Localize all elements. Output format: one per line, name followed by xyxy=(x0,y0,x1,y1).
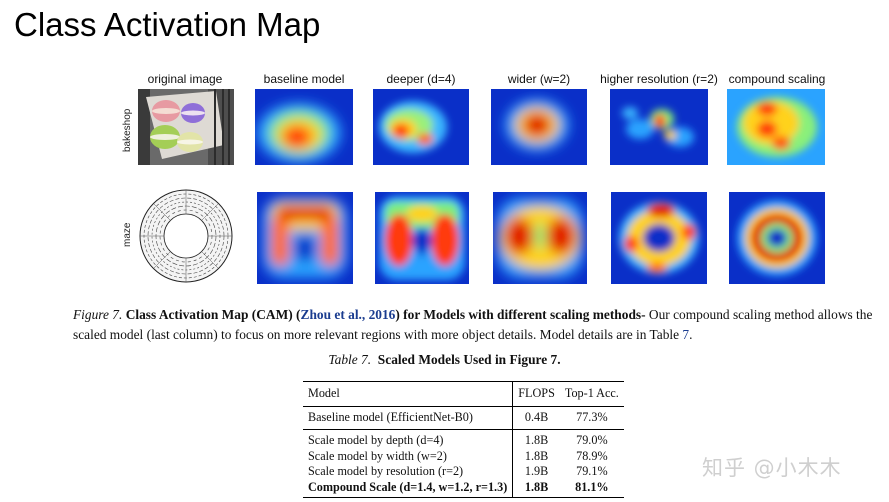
cell-flops: 1.9B xyxy=(512,464,560,480)
bakeshop-cam-deeper xyxy=(373,89,469,165)
column-label-original: original image xyxy=(147,72,223,86)
maze-cam-higher-resolution xyxy=(611,192,707,284)
maze-cam-baseline xyxy=(257,192,353,284)
citation-link[interactable]: Zhou et al., 2016 xyxy=(300,307,396,322)
table-row-baseline: Baseline model (EfficientNet-B0) 0.4B 77… xyxy=(303,406,624,430)
maze-cam-deeper xyxy=(375,192,469,284)
bakeshop-cam-wider xyxy=(491,89,587,165)
maze-cam-compound xyxy=(729,192,825,284)
figure-ref-link[interactable]: 7 xyxy=(550,352,558,367)
row-label-bakeshop: bakeshop xyxy=(122,108,133,152)
caption-bold-suffix: ) for Models with different scaling meth… xyxy=(395,307,646,322)
caption-text: Our compound scaling method allows the s… xyxy=(73,307,873,342)
maze-cam-wider xyxy=(493,192,587,284)
bakeshop-cam-higher-resolution xyxy=(610,89,708,165)
cell-model: Scale model by width (w=2) xyxy=(308,448,447,463)
cell-flops: 0.4B xyxy=(512,406,560,430)
cell-accuracy: 81.1% xyxy=(575,479,609,494)
maze-original-image xyxy=(138,188,234,284)
table-caption-bold: Scaled Models Used in Figure xyxy=(377,352,551,367)
watermark: 知乎 @小木木 xyxy=(702,456,842,480)
table-ref-link[interactable]: 7 xyxy=(682,327,690,342)
scaled-models-table: Model FLOPS Top-1 Acc. Baseline model (E… xyxy=(303,381,624,498)
cell-accuracy: 77.3% xyxy=(559,406,624,430)
table-row: Scale model by width (w=2) 1.8B 78.9% xyxy=(303,448,624,464)
column-label-compound: compound scaling xyxy=(728,72,826,86)
column-label-wider: wider (w=2) xyxy=(507,72,571,86)
bakeshop-original-image xyxy=(138,89,234,165)
slide-title: Class Activation Map xyxy=(14,6,321,43)
cell-flops: 1.8B xyxy=(512,479,560,498)
cell-accuracy: 78.9% xyxy=(576,448,608,463)
cell-model: Scale model by depth (d=4) xyxy=(308,433,444,447)
cell-model: Compound Scale (d=1.4, w=1.2, r=1.3) xyxy=(308,479,508,494)
header-model: Model xyxy=(303,381,513,407)
bakeshop-cam-baseline xyxy=(255,89,353,165)
row-label-maze: maze xyxy=(122,222,133,247)
header-flops: FLOPS xyxy=(512,381,560,407)
cell-accuracy: 79.1% xyxy=(576,464,608,478)
table-label: Table 7. xyxy=(328,352,372,367)
cell-flops: 1.8B xyxy=(512,429,560,449)
cell-model: Baseline model (EfficientNet-B0) xyxy=(303,406,513,430)
bakeshop-cam-compound xyxy=(727,89,825,165)
figure-caption: Figure 7. Class Activation Map (CAM) (Zh… xyxy=(73,305,883,345)
table-row: Scale model by resolution (r=2) 1.9B 79.… xyxy=(303,464,624,480)
caption-bold-prefix: Class Activation Map (CAM) ( xyxy=(125,307,301,322)
table-caption-end: . xyxy=(557,352,561,367)
column-label-higher-resolution: higher resolution (r=2) xyxy=(600,72,718,86)
header-accuracy: Top-1 Acc. xyxy=(559,381,624,407)
figure-label: Figure 7. xyxy=(73,307,123,322)
table-header-row: Model FLOPS Top-1 Acc. xyxy=(303,381,624,407)
cell-flops: 1.8B xyxy=(512,448,560,464)
column-label-baseline: baseline model xyxy=(263,72,345,86)
caption-end: . xyxy=(689,327,693,342)
table-row-compound: Compound Scale (d=1.4, w=1.2, r=1.3) 1.8… xyxy=(303,479,624,498)
cell-accuracy: 79.0% xyxy=(576,433,608,447)
cell-model: Scale model by resolution (r=2) xyxy=(308,464,464,478)
column-label-deeper: deeper (d=4) xyxy=(386,72,456,86)
table-caption: Table 7. Scaled Models Used in Figure 7. xyxy=(0,352,889,368)
table-row: Scale model by depth (d=4) 1.8B 79.0% xyxy=(303,429,624,449)
